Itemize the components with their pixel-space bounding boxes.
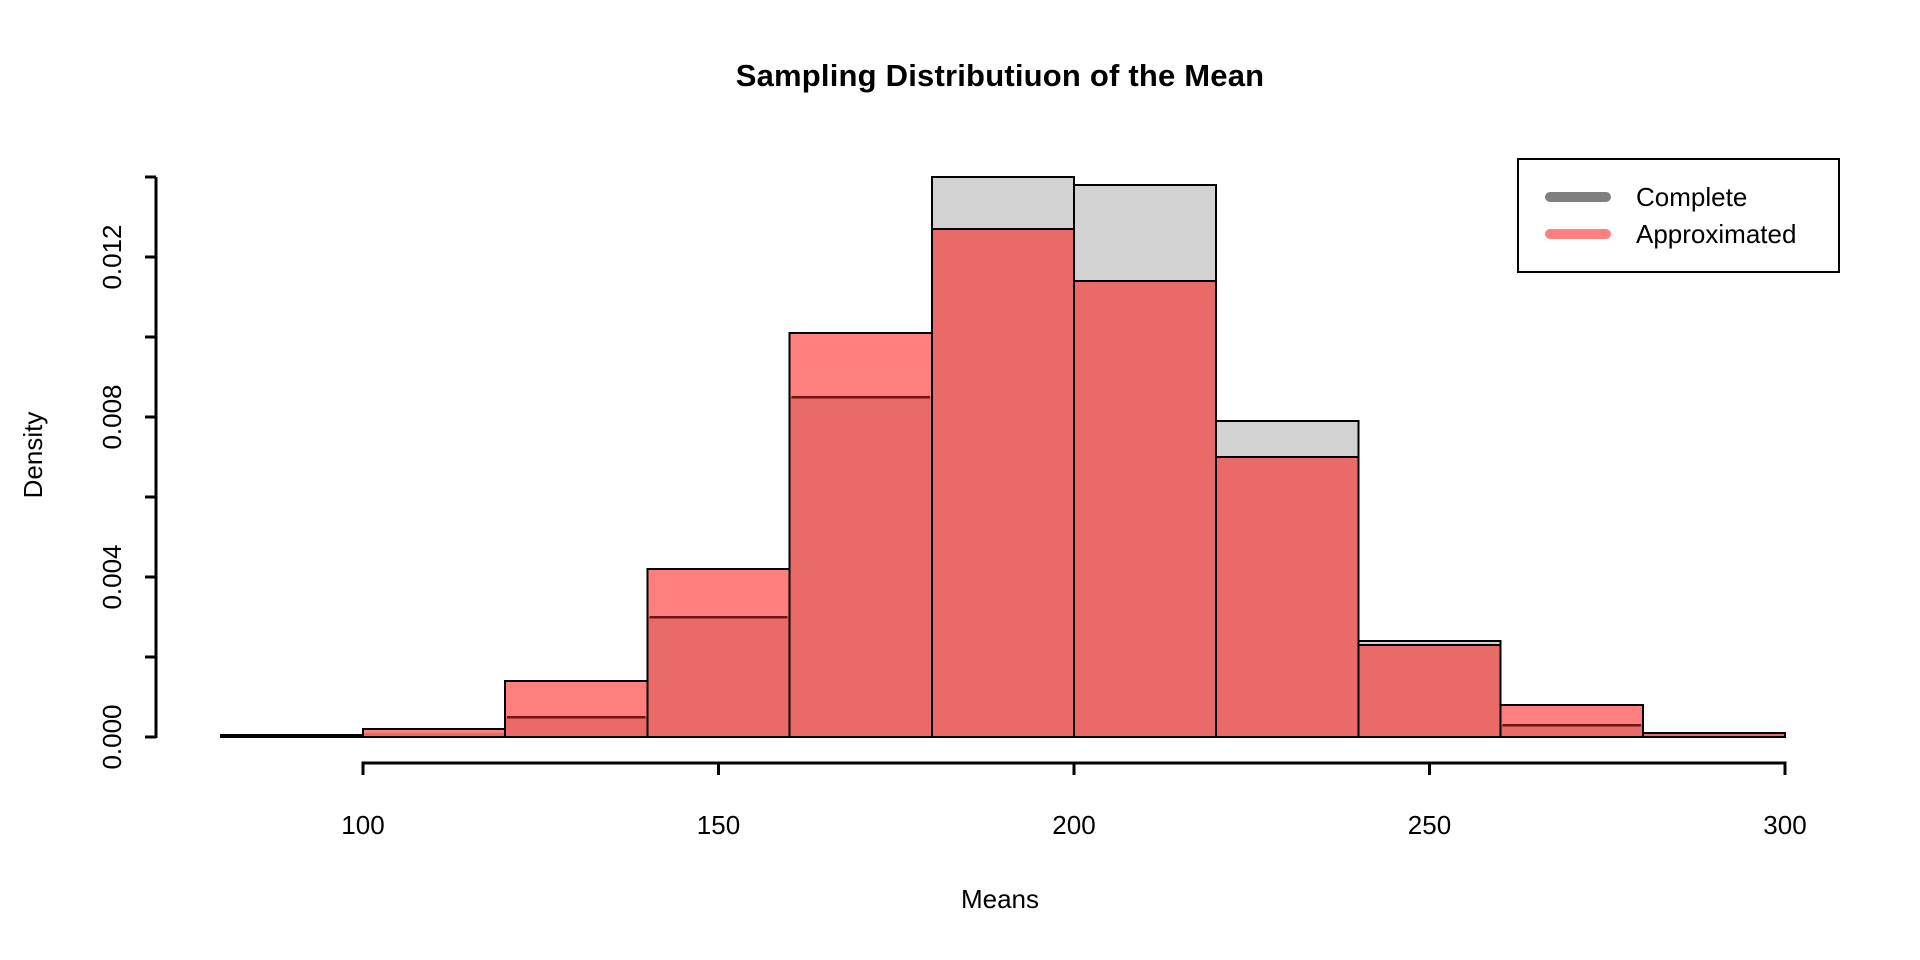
y-tick-label: 0.012 — [97, 224, 127, 289]
bar-overlap — [505, 717, 648, 737]
bar-overlap — [789, 397, 932, 737]
x-tick-label: 150 — [697, 810, 740, 840]
x-tick-label: 200 — [1052, 810, 1095, 840]
x-tick-label: 250 — [1408, 810, 1451, 840]
x-tick-label: 300 — [1763, 810, 1806, 840]
bar-overlap — [1074, 281, 1217, 737]
bar-approximated — [1500, 705, 1643, 725]
y-tick-label: 0.004 — [97, 544, 127, 609]
legend: Complete Approximated — [1517, 158, 1840, 273]
bar-approximated — [647, 569, 790, 617]
chart-title: Sampling Distributiuon of the Mean — [735, 58, 1265, 93]
y-tick-label: 0.008 — [97, 384, 127, 449]
legend-item: Complete — [1545, 184, 1838, 210]
bar-overlap — [1642, 733, 1785, 737]
legend-label: Complete — [1636, 182, 1748, 212]
bar-overlap — [1216, 457, 1359, 737]
bar-approximated — [363, 729, 506, 733]
x-tick-label: 100 — [341, 810, 384, 840]
bar-overlap — [1500, 725, 1643, 737]
bar-overlap — [363, 733, 506, 737]
bar-overlap — [931, 229, 1074, 737]
legend-swatch-approximated — [1545, 229, 1611, 239]
bar-overlap — [647, 617, 790, 737]
x-axis-title: Means — [960, 884, 1040, 914]
legend-label: Approximated — [1636, 219, 1797, 249]
bar-approximated — [789, 333, 932, 397]
bar-complete — [219, 734, 364, 738]
y-axis-title: Density — [18, 411, 48, 499]
y-tick-label: 0.000 — [97, 704, 127, 769]
bar-approximated — [505, 681, 648, 717]
bar-approximated-outline — [1499, 704, 1644, 738]
bar-approximated-outline — [1357, 644, 1502, 738]
bar-approximated-outline — [1641, 732, 1787, 738]
bar-approximated-outline — [1215, 456, 1360, 738]
bar-overlap — [1358, 645, 1501, 737]
legend-swatch-complete — [1545, 192, 1611, 202]
legend-item: Approximated — [1545, 221, 1838, 247]
